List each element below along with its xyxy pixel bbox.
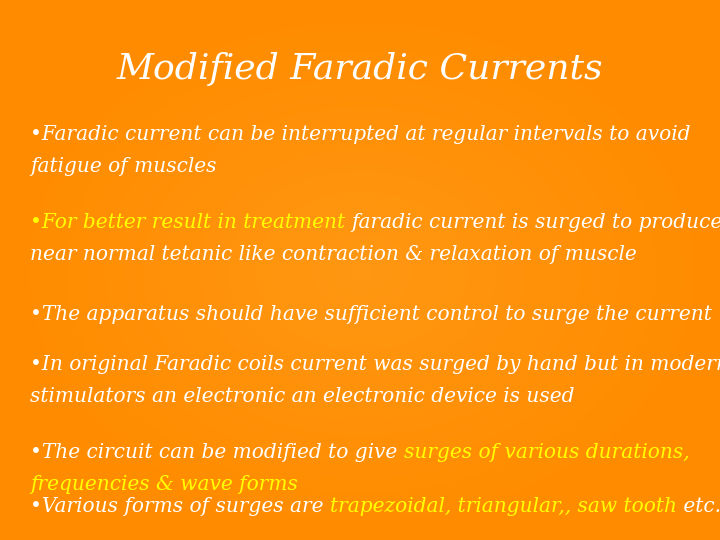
- Text: faradic current is surged to produce a: faradic current is surged to produce a: [351, 213, 720, 232]
- Text: trapezoidal, triangular,, saw tooth: trapezoidal, triangular,, saw tooth: [330, 497, 677, 516]
- Text: •Various forms of surges are: •Various forms of surges are: [30, 497, 330, 516]
- Text: stimulators an electronic an electronic device is used: stimulators an electronic an electronic …: [30, 387, 575, 406]
- Text: •The circuit can be modified to give: •The circuit can be modified to give: [30, 443, 404, 462]
- Text: •In original Faradic coils current was surged by hand but in modern: •In original Faradic coils current was s…: [30, 355, 720, 374]
- Text: etc.: etc.: [677, 497, 720, 516]
- Text: •Faradic current can be interrupted at regular intervals to avoid: •Faradic current can be interrupted at r…: [30, 125, 690, 144]
- Text: surges of various durations,: surges of various durations,: [404, 443, 689, 462]
- Text: •For better result in treatment: •For better result in treatment: [30, 213, 351, 232]
- Text: fatigue of muscles: fatigue of muscles: [30, 157, 217, 176]
- Text: •The apparatus should have sufficient control to surge the current: •The apparatus should have sufficient co…: [30, 305, 712, 324]
- Text: near normal tetanic like contraction & relaxation of muscle: near normal tetanic like contraction & r…: [30, 245, 636, 264]
- Text: frequencies & wave forms: frequencies & wave forms: [30, 475, 298, 494]
- Text: Modified Faradic Currents: Modified Faradic Currents: [117, 52, 603, 86]
